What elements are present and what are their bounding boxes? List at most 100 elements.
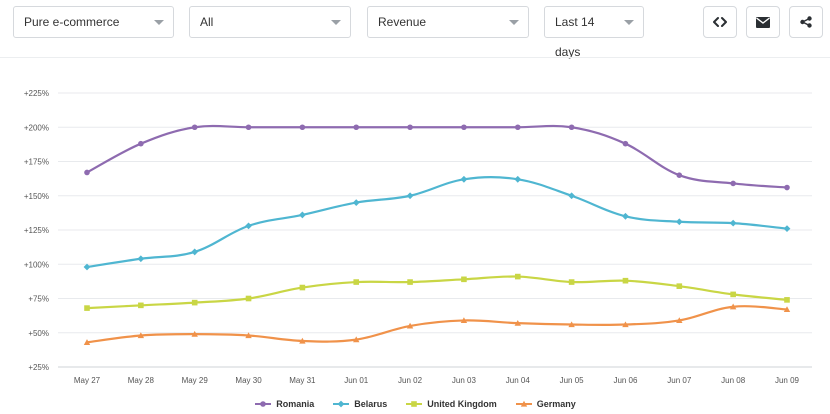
belarus-point[interactable] xyxy=(245,222,252,230)
united-kingdom-point[interactable] xyxy=(461,276,467,283)
x-tick-label: Jun 09 xyxy=(775,376,800,385)
united-kingdom-point[interactable] xyxy=(784,297,790,303)
romania-point[interactable] xyxy=(461,124,467,131)
germany-point[interactable] xyxy=(406,322,414,329)
x-tick-label: Jun 05 xyxy=(560,376,585,385)
store-type-select[interactable]: Pure e-commerce xyxy=(13,6,174,38)
period-value: Last 14 days xyxy=(555,15,595,59)
united-kingdom-point[interactable] xyxy=(568,279,575,285)
romania-point[interactable] xyxy=(353,124,360,131)
romania-point[interactable] xyxy=(568,124,575,131)
belarus-point[interactable] xyxy=(83,263,91,271)
series-united-kingdom xyxy=(84,273,790,311)
belarus-point[interactable] xyxy=(460,175,468,183)
romania-point[interactable] xyxy=(676,172,683,178)
legend-marker[interactable] xyxy=(520,400,527,407)
belarus-point[interactable] xyxy=(137,255,145,263)
chart-legend: Romania Belarus United Kingdom Germany xyxy=(0,396,830,412)
romania-point[interactable] xyxy=(622,140,629,147)
legend-item-germany[interactable]: Germany xyxy=(515,399,576,409)
germany-point[interactable] xyxy=(137,332,145,339)
x-tick-label: May 31 xyxy=(289,376,316,385)
romania-point[interactable] xyxy=(245,124,252,131)
united-kingdom-point[interactable] xyxy=(514,273,521,280)
belarus-point[interactable] xyxy=(298,211,306,219)
romania-point[interactable] xyxy=(299,124,306,131)
germany-point[interactable] xyxy=(622,321,629,328)
belarus-point[interactable] xyxy=(406,192,414,200)
romania-point[interactable] xyxy=(514,124,521,131)
united-kingdom-point[interactable] xyxy=(622,277,629,284)
belarus-point[interactable] xyxy=(622,212,629,220)
y-tick-label: +50% xyxy=(28,329,49,338)
legend-label: United Kingdom xyxy=(427,399,497,409)
germany-point[interactable] xyxy=(676,317,683,324)
united-kingdom-point[interactable] xyxy=(245,295,252,302)
x-tick-label: Jun 02 xyxy=(398,376,423,385)
belarus-point[interactable] xyxy=(783,225,791,233)
legend-label: Belarus xyxy=(354,399,388,409)
series-germany xyxy=(83,303,791,345)
belarus-point[interactable] xyxy=(514,175,522,183)
belarus-point[interactable] xyxy=(675,218,683,226)
x-tick-label: May 28 xyxy=(128,376,155,385)
germany-point[interactable] xyxy=(353,336,360,343)
germany-point[interactable] xyxy=(514,319,521,326)
united-kingdom-point[interactable] xyxy=(299,284,306,291)
x-tick-label: Jun 06 xyxy=(613,376,638,385)
united-kingdom-point[interactable] xyxy=(138,302,144,309)
romania-point[interactable] xyxy=(191,124,198,131)
y-tick-label: +125% xyxy=(24,226,49,235)
y-axis-labels: +25% +50% +75% +100% +125% +150% +175% +200% +22… xyxy=(24,89,49,372)
x-tick-label: Jun 01 xyxy=(344,376,369,385)
legend-item-romania[interactable]: Romania xyxy=(254,399,314,409)
legend-marker[interactable] xyxy=(411,401,418,407)
legend-item-united-kingdom[interactable]: United Kingdom xyxy=(405,399,497,409)
belarus-point[interactable] xyxy=(729,219,737,227)
legend-item-belarus[interactable]: Belarus xyxy=(332,399,387,409)
x-tick-label: Jun 03 xyxy=(452,376,477,385)
romania-point[interactable] xyxy=(784,184,790,191)
germany-line xyxy=(86,305,788,344)
store-type-value: Pure e-commerce xyxy=(24,15,120,29)
filter-toolbar: Pure e-commerce All Revenue Last 14 days xyxy=(0,0,830,59)
category-select[interactable]: All xyxy=(189,6,351,38)
united-kingdom-point[interactable] xyxy=(730,291,736,298)
romania-point[interactable] xyxy=(730,180,736,187)
romania-point[interactable] xyxy=(407,124,413,131)
united-kingdom-point[interactable] xyxy=(191,299,198,306)
united-kingdom-point[interactable] xyxy=(84,305,90,311)
germany-point[interactable] xyxy=(460,317,468,324)
germany-point[interactable] xyxy=(245,332,252,339)
share-button[interactable] xyxy=(789,6,823,38)
toolbar-divider xyxy=(0,57,830,58)
category-value: All xyxy=(200,15,214,29)
united-kingdom-point[interactable] xyxy=(676,283,683,289)
belarus-point[interactable] xyxy=(568,192,576,200)
romania-point[interactable] xyxy=(84,169,90,176)
legend-marker[interactable] xyxy=(337,400,345,408)
germany-point[interactable] xyxy=(568,321,575,328)
y-tick-label: +200% xyxy=(24,123,49,132)
revenue-line-chart: +25% +50% +75% +100% +125% +150% +175% +200% +22… xyxy=(24,89,812,385)
germany-point[interactable] xyxy=(783,306,791,313)
embed-button[interactable] xyxy=(703,6,737,38)
x-tick-label: May 30 xyxy=(235,376,262,385)
germany-point[interactable] xyxy=(299,337,306,344)
email-button[interactable] xyxy=(746,6,780,38)
germany-point[interactable] xyxy=(83,339,91,345)
metric-select[interactable]: Revenue xyxy=(367,6,529,38)
united-kingdom-point[interactable] xyxy=(353,279,360,285)
belarus-point[interactable] xyxy=(352,199,360,206)
romania-point[interactable] xyxy=(138,140,144,147)
germany-point[interactable] xyxy=(191,330,198,337)
x-tick-label: Jun 04 xyxy=(506,376,531,385)
x-tick-label: Jun 07 xyxy=(667,376,692,385)
period-select[interactable]: Last 14 days xyxy=(544,6,644,59)
metric-value: Revenue xyxy=(378,15,427,29)
united-kingdom-point[interactable] xyxy=(407,279,413,285)
germany-point[interactable] xyxy=(729,303,737,310)
x-tick-label: May 29 xyxy=(182,376,209,385)
legend-marker[interactable] xyxy=(260,401,267,407)
belarus-point[interactable] xyxy=(191,248,199,256)
